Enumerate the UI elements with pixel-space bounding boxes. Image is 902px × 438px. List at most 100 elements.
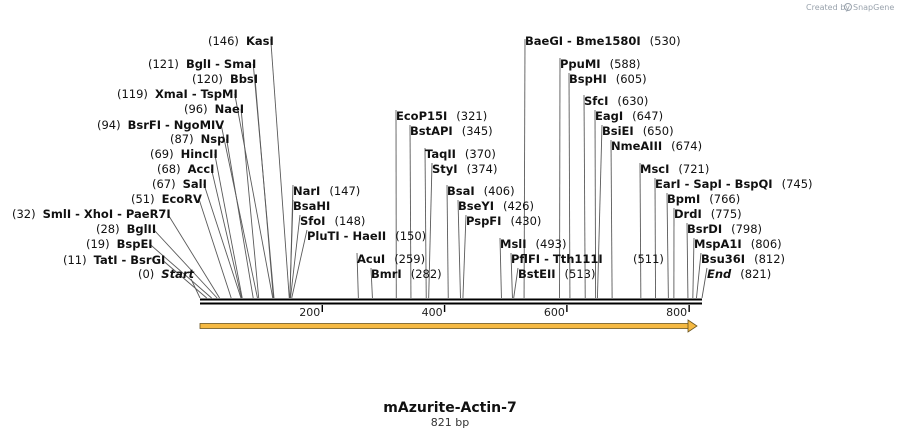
site-label-bspei[interactable]: (19) BspEI bbox=[86, 237, 153, 251]
site-label-bsiei[interactable]: BsiEI (650) bbox=[602, 124, 674, 138]
site-line-kasi bbox=[270, 38, 290, 299]
site-line-bstapi bbox=[409, 124, 412, 299]
site-label-msci[interactable]: MscI (721) bbox=[640, 162, 709, 176]
feature-bar[interactable] bbox=[199, 323, 690, 329]
site-label-naei[interactable]: (96) NaeI bbox=[184, 102, 244, 116]
scale-tick-label: 600 bbox=[544, 306, 565, 319]
site-label-mspa1i[interactable]: MspA1I (806) bbox=[694, 237, 782, 251]
site-label-bbsi[interactable]: (120) BbsI bbox=[192, 72, 258, 86]
site-enzyme-name: MslI bbox=[500, 237, 527, 251]
site-label-bsteii[interactable]: BstEII (513) bbox=[518, 267, 595, 281]
site-line-mspa1i bbox=[692, 237, 695, 299]
site-label-pluti[interactable]: PluTI - HaeII (150) bbox=[307, 229, 426, 243]
scale-tick-label: 200 bbox=[299, 306, 320, 319]
site-label-bgli[interactable]: (121) BglI - SmaI bbox=[148, 57, 256, 71]
site-line-baegi bbox=[523, 38, 526, 299]
site-label-smli[interactable]: (32) SmlI - XhoI - PaeR7I bbox=[12, 207, 171, 221]
site-label-nmeaiii[interactable]: NmeAIII (674) bbox=[611, 139, 702, 153]
site-line-hincii bbox=[214, 153, 243, 299]
site-label-hincii[interactable]: (69) HincII bbox=[150, 147, 218, 161]
site-line-styi bbox=[428, 162, 433, 299]
site-line-bpmi bbox=[666, 192, 669, 299]
site-label-bsahi[interactable]: BsaHI bbox=[293, 199, 330, 213]
site-label-bsrdi[interactable]: BsrDI (798) bbox=[687, 222, 762, 236]
site-label-bsrfi[interactable]: (94) BsrFI - NgoMIV bbox=[97, 118, 224, 132]
site-enzyme-name: BbsI bbox=[230, 72, 258, 86]
site-label-bsai[interactable]: BsaI (406) bbox=[447, 184, 515, 198]
site-position: (374) bbox=[467, 162, 498, 176]
site-line-bsiei bbox=[596, 124, 603, 299]
site-line-taqii bbox=[424, 147, 427, 299]
site-label-bstapi[interactable]: BstAPI (345) bbox=[410, 124, 493, 138]
site-position: (511) bbox=[633, 252, 664, 266]
site-label-end[interactable]: End (821) bbox=[707, 267, 771, 281]
site-position: (148) bbox=[334, 214, 365, 228]
site-enzyme-name: SalI bbox=[183, 177, 207, 191]
site-position: (345) bbox=[462, 124, 493, 138]
site-label-sfoi[interactable]: SfoI (148) bbox=[300, 214, 365, 228]
site-label-acui[interactable]: AcuI (259) bbox=[357, 252, 425, 266]
site-label-tati[interactable]: (11) TatI - BsrGI bbox=[63, 253, 165, 267]
site-label-nari[interactable]: NarI (147) bbox=[293, 184, 360, 198]
site-label-sfci[interactable]: SfcI (630) bbox=[584, 94, 648, 108]
site-line-eari bbox=[654, 177, 656, 299]
site-line-naei bbox=[240, 108, 260, 299]
site-line-bsrfi bbox=[220, 124, 258, 299]
site-enzyme-name: BsrFI - NgoMIV bbox=[128, 118, 225, 132]
site-line-smli bbox=[167, 213, 220, 299]
site-label-start[interactable]: (0) Start bbox=[138, 267, 195, 281]
site-label-pos511[interactable]: (511) bbox=[633, 252, 664, 266]
site-label-bsu36i[interactable]: Bsu36I (812) bbox=[701, 252, 785, 266]
site-line-ecorv bbox=[198, 198, 232, 299]
site-label-acci[interactable]: (68) AccI bbox=[157, 162, 214, 176]
site-enzyme-name: DrdI bbox=[674, 207, 702, 221]
site-label-pspfi[interactable]: PspFI (430) bbox=[466, 214, 541, 228]
site-label-kasi[interactable]: (146) KasI bbox=[208, 34, 274, 48]
site-position: (68) bbox=[157, 162, 181, 176]
site-label-nspi[interactable]: (87) NspI bbox=[170, 132, 230, 146]
site-label-drdi[interactable]: DrdI (775) bbox=[674, 207, 742, 221]
site-label-bseyi[interactable]: BseYI (426) bbox=[458, 199, 534, 213]
site-enzyme-name: BstAPI bbox=[410, 124, 453, 138]
site-label-styi[interactable]: StyI (374) bbox=[432, 162, 498, 176]
site-position: (87) bbox=[170, 132, 194, 146]
site-position: (51) bbox=[131, 192, 155, 206]
site-line-bseyi bbox=[457, 199, 461, 299]
site-line-bspei bbox=[149, 243, 212, 299]
site-label-ecorv[interactable]: (51) EcoRV bbox=[131, 192, 202, 206]
site-enzyme-name: SfcI bbox=[584, 94, 608, 108]
site-position: (19) bbox=[86, 237, 110, 251]
site-enzyme-name: BstEII bbox=[518, 267, 556, 281]
site-label-msli[interactable]: MslI (493) bbox=[500, 237, 566, 251]
site-label-ppumi[interactable]: PpuMI (588) bbox=[560, 57, 641, 71]
site-label-baegi[interactable]: BaeGI - Bme1580I (530) bbox=[525, 34, 681, 48]
site-line-acui bbox=[356, 252, 359, 299]
site-label-bmri[interactable]: BmrI (282) bbox=[371, 267, 442, 281]
site-label-ecop15i[interactable]: EcoP15I (321) bbox=[396, 109, 487, 123]
site-label-eagi[interactable]: EagI (647) bbox=[595, 109, 663, 123]
site-enzyme-name: BglI - SmaI bbox=[186, 57, 256, 71]
site-enzyme-name: PspFI bbox=[466, 214, 501, 228]
site-label-pflfi[interactable]: PflFI - Tth111I bbox=[511, 252, 603, 266]
site-label-xmai[interactable]: (119) XmaI - TspMI bbox=[117, 87, 238, 101]
site-enzyme-name: TatI - BsrGI bbox=[94, 253, 166, 267]
site-enzyme-name: Start bbox=[161, 267, 194, 281]
cut-site-lines bbox=[149, 38, 708, 299]
snapgene-credit: Created by SnapGene bbox=[806, 3, 894, 12]
site-enzyme-name: BglII bbox=[127, 222, 157, 236]
credit-brand: SnapGene bbox=[853, 3, 894, 12]
site-enzyme-name: SfoI bbox=[300, 214, 325, 228]
site-label-bpmi[interactable]: BpmI (766) bbox=[667, 192, 740, 206]
feature-arrow[interactable] bbox=[199, 319, 698, 333]
site-enzyme-name: BsrDI bbox=[687, 222, 722, 236]
site-label-eari[interactable]: EarI - SapI - BspQI (745) bbox=[655, 177, 813, 191]
site-position: (806) bbox=[751, 237, 782, 251]
site-label-taqii[interactable]: TaqII (370) bbox=[425, 147, 496, 161]
site-enzyme-name: HincII bbox=[181, 147, 218, 161]
site-label-bglii[interactable]: (28) BglII bbox=[96, 222, 156, 236]
site-enzyme-name: BpmI bbox=[667, 192, 700, 206]
site-label-sali[interactable]: (67) SalI bbox=[152, 177, 207, 191]
site-enzyme-name: EcoRV bbox=[162, 192, 202, 206]
site-label-bsphi[interactable]: BspHI (605) bbox=[569, 72, 647, 86]
